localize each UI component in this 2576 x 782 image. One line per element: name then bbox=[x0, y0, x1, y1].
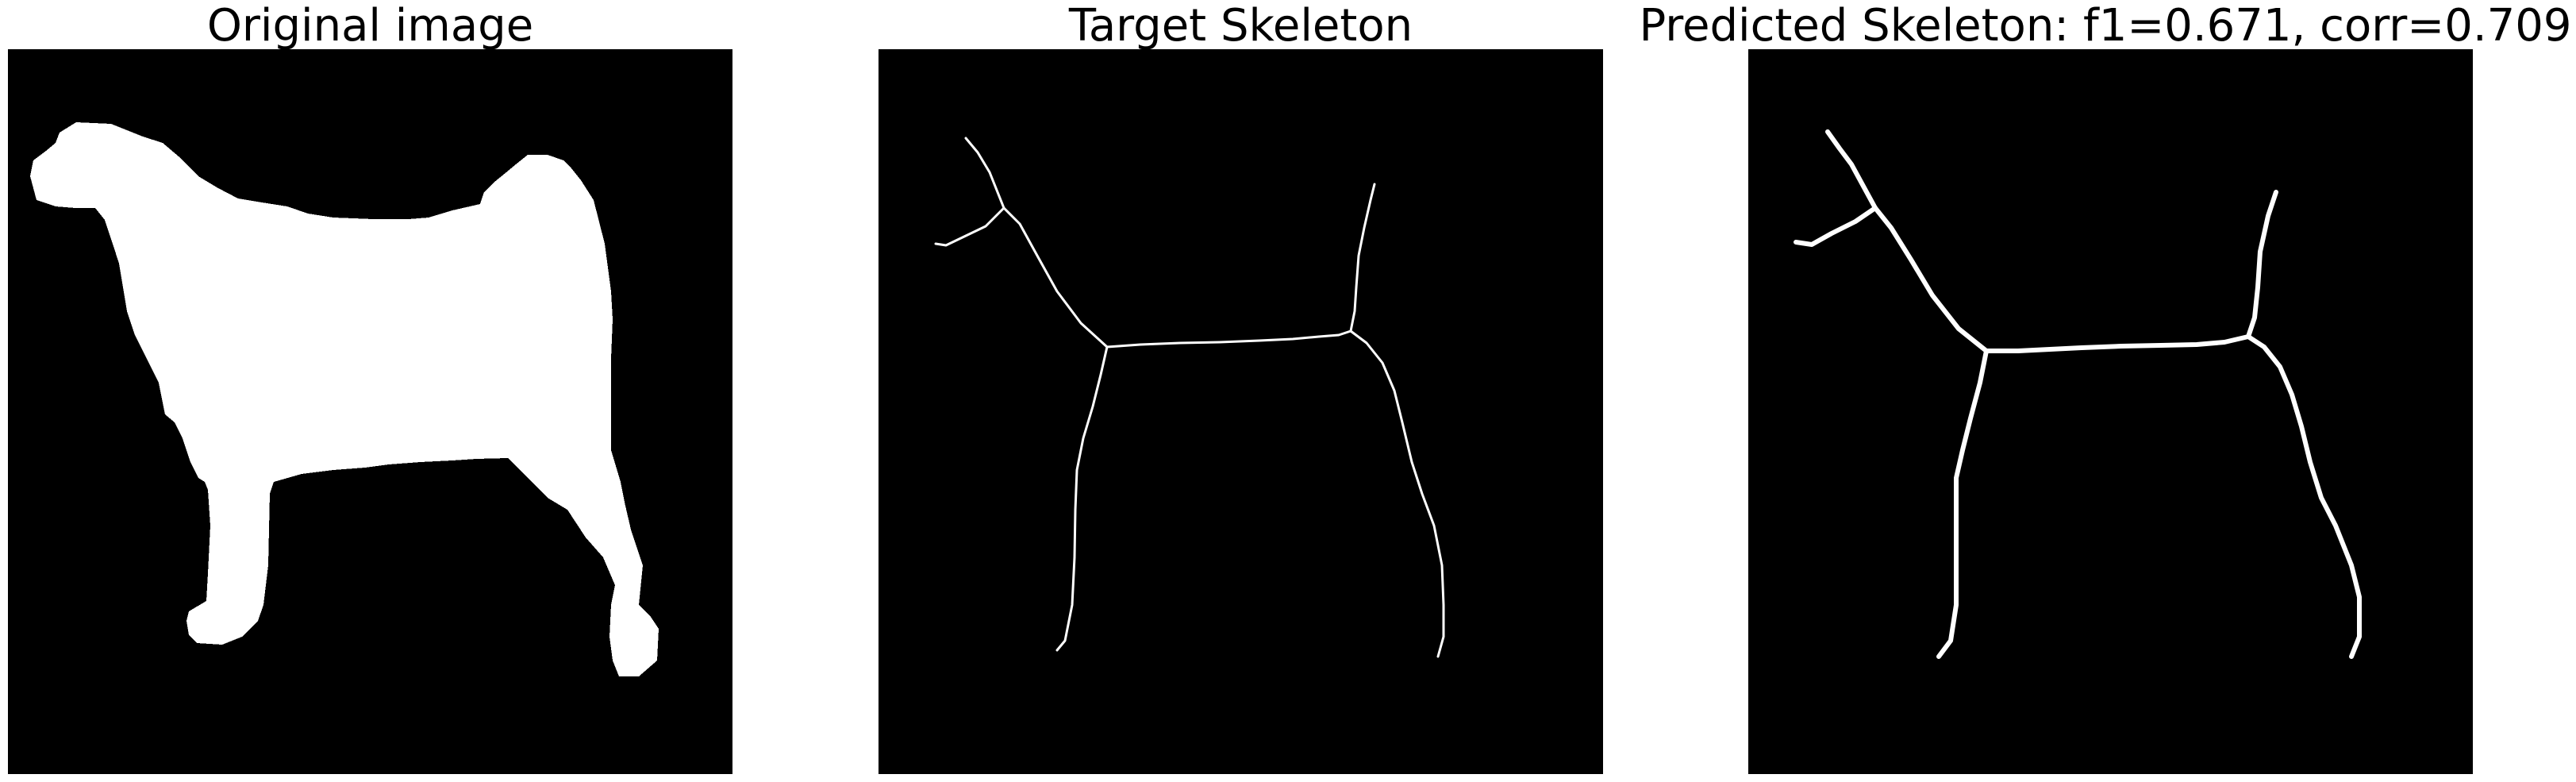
skeleton-spine bbox=[1986, 337, 2248, 351]
panel-title-original: Original image bbox=[8, 0, 732, 52]
dog-silhouette bbox=[30, 122, 659, 676]
dog-silhouette-image bbox=[8, 49, 732, 774]
predicted-skeleton-image bbox=[1748, 49, 2473, 774]
skeleton-tail bbox=[1351, 184, 1375, 331]
target-skeleton-panel bbox=[879, 49, 1603, 774]
skeleton-front-leg bbox=[1939, 351, 1986, 657]
skeleton-neck bbox=[1875, 208, 1986, 351]
skeleton-head-branch bbox=[966, 138, 1004, 208]
skeleton-back-leg bbox=[2248, 337, 2359, 657]
panel-title-target: Target Skeleton bbox=[879, 0, 1603, 52]
skeleton-snout-branch bbox=[936, 208, 1004, 245]
skeleton-back-leg bbox=[1351, 331, 1444, 657]
skeleton-spine bbox=[1107, 331, 1351, 347]
skeleton-front-leg bbox=[1057, 347, 1107, 650]
panel-title-predicted: Predicted Skeleton: f1=0.671, corr=0.709 bbox=[1635, 0, 2576, 52]
original-image-panel bbox=[8, 49, 732, 774]
skeleton-tail bbox=[2248, 192, 2276, 337]
predicted-skeleton-panel bbox=[1748, 49, 2473, 774]
skeleton-neck bbox=[1004, 208, 1107, 347]
skeleton-head-branch bbox=[1828, 132, 1875, 208]
skeleton-snout-branch bbox=[1796, 208, 1875, 245]
target-skeleton-image bbox=[879, 49, 1603, 774]
